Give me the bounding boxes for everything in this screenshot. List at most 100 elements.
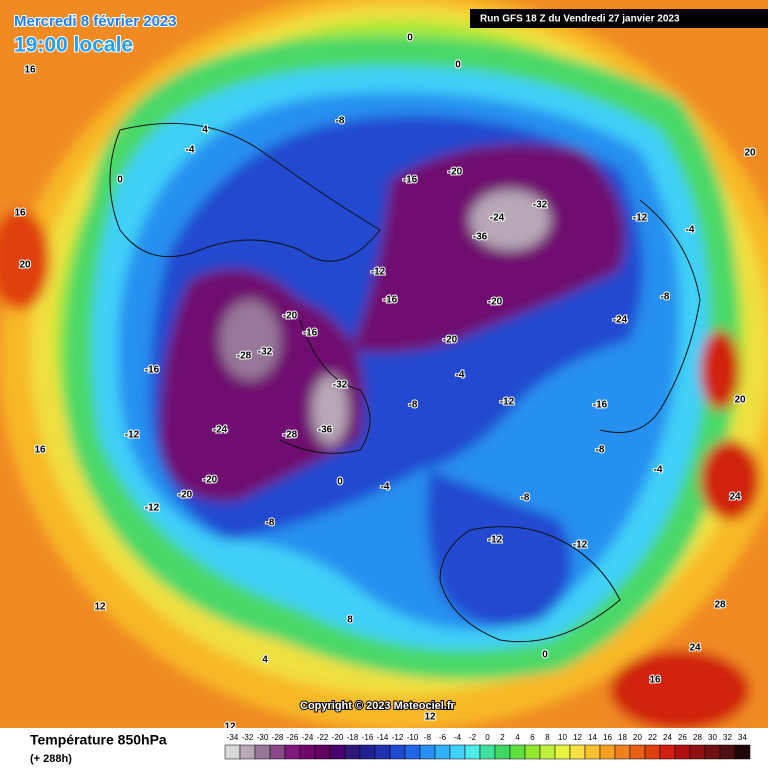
legend-swatch [644,744,661,760]
legend-swatch [374,744,391,760]
legend-swatch [224,744,241,760]
legend-tick-label: -18 [347,733,359,742]
legend-swatch [524,744,541,760]
legend-swatch [704,744,721,760]
legend-swatch [404,744,421,760]
legend-swatch [689,744,706,760]
contour-label: -28 [237,351,252,362]
legend-swatch [674,744,691,760]
legend-swatch [389,744,406,760]
legend-tick-label: -30 [257,733,269,742]
legend-tick-label: -28 [272,733,284,742]
contour-label: -12 [371,267,386,278]
contour-label: -4 [654,465,663,476]
contour-label: -24 [613,315,628,326]
legend-tick-label: -34 [227,733,239,742]
contour-label: -24 [490,213,505,224]
contour-label: -20 [443,335,458,346]
contour-label: -16 [383,295,398,306]
contour-label: -16 [593,400,608,411]
contour-label: -24 [213,425,228,436]
forecast-time: 19:00 locale [14,34,133,57]
contour-label: 16 [24,65,36,76]
legend-tick-label: 8 [545,733,550,742]
legend-tick-label: 0 [485,733,490,742]
contour-label: -8 [409,400,418,411]
legend-swatch [584,744,601,760]
legend-tick-label: -22 [317,733,329,742]
legend-swatch [569,744,586,760]
contour-label: -20 [283,311,298,322]
legend-swatch [629,744,646,760]
legend-swatch [464,744,481,760]
contour-label: -16 [303,328,318,339]
contour-label: -12 [500,397,515,408]
legend-tick-label: -8 [424,733,432,742]
legend-swatch [539,744,556,760]
contour-label: 16 [649,675,661,686]
legend-tick-label: -2 [469,733,477,742]
legend-tick-label: 14 [588,733,597,742]
legend-tick-label: 6 [530,733,535,742]
legend-swatch [314,744,331,760]
legend-swatch [254,744,271,760]
legend-tick-label: 22 [648,733,657,742]
legend-tick-label: -12 [392,733,404,742]
contour-label: -8 [266,518,275,529]
legend-swatch [284,744,301,760]
contour-label: -20 [488,297,503,308]
contour-label: 24 [729,492,741,503]
contour-label: -4 [686,225,695,236]
contour-label: 0 [542,650,548,661]
contour-label: 20 [19,260,31,271]
contour-label: -32 [258,347,273,358]
legend-tick-label: -16 [362,733,374,742]
contour-label: 0 [407,33,413,44]
legend-swatch [329,744,346,760]
legend-swatch [659,744,676,760]
contour-label: -28 [283,430,298,441]
legend-swatch [434,744,451,760]
legend-swatch [734,744,751,760]
contour-label: 0 [337,477,343,488]
legend-tick-label: -10 [407,733,419,742]
contour-label: 28 [714,600,726,611]
contour-label: -4 [456,370,465,381]
legend-swatch [719,744,736,760]
contour-label: -4 [381,482,390,493]
legend-tick-label: -20 [332,733,344,742]
legend-tick-label: -6 [439,733,447,742]
contour-label: 20 [734,395,746,406]
contour-label: -12 [633,213,648,224]
contour-label: -32 [533,200,548,211]
legend-subtitle: (+ 288h) [30,753,72,765]
contour-label: -20 [178,490,193,501]
contour-label: -36 [473,232,488,243]
contour-label: 16 [14,208,26,219]
forecast-date: Mercredi 8 février 2023 [14,13,177,30]
legend-tick-label: 24 [663,733,672,742]
contour-label: -8 [521,493,530,504]
legend-tick-label: 4 [515,733,520,742]
legend-tick-label: 2 [500,733,505,742]
contour-label: 24 [689,643,701,654]
legend-tick-label: -14 [377,733,389,742]
contour-label: -12 [125,430,140,441]
contour-label: -20 [448,167,463,178]
contour-label: -12 [573,540,588,551]
contour-label: 4 [202,125,208,136]
legend-tick-label: 32 [723,733,732,742]
contour-label: -16 [145,365,160,376]
contour-label: 0 [117,175,123,186]
contour-label: -8 [596,445,605,456]
legend-tick-label: 12 [573,733,582,742]
contour-label: -12 [488,535,503,546]
copyright: Copyright © 2023 Meteociel.fr [300,700,456,712]
contour-label: 0 [455,60,461,71]
contour-label: 4 [262,655,268,666]
legend-tick-label: 10 [558,733,567,742]
legend-swatch [239,744,256,760]
legend-tick-label: 18 [618,733,627,742]
temperature-field [0,0,768,740]
